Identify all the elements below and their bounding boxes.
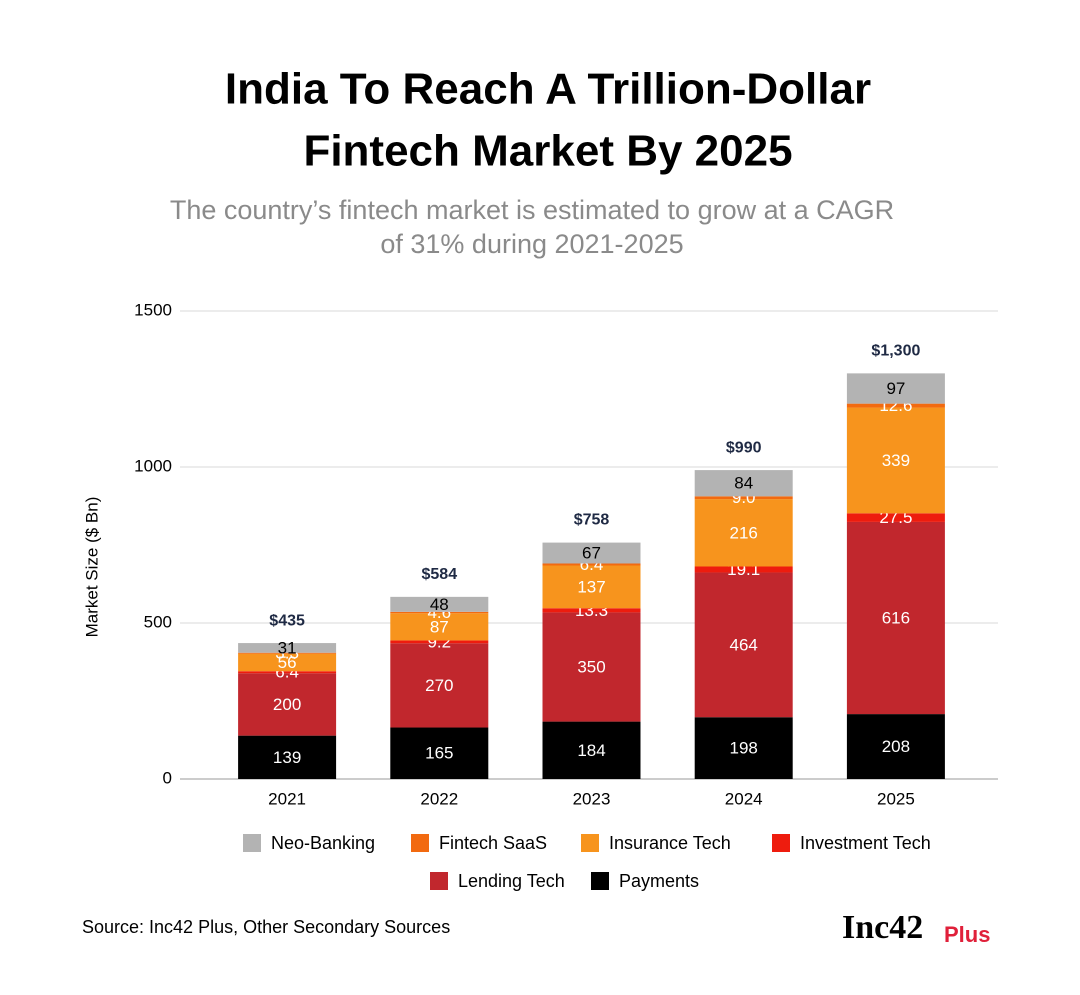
total-label: $758 — [574, 512, 610, 529]
bar-segment — [390, 596, 489, 612]
legend-swatch — [772, 834, 790, 852]
total-label: $435 — [269, 612, 305, 629]
bar-segment — [238, 673, 337, 736]
bar-segment — [238, 652, 337, 654]
data-label: 97 — [886, 379, 905, 398]
bar-segment — [390, 727, 489, 779]
bar-segment — [542, 563, 641, 566]
data-label: 137 — [577, 577, 605, 596]
bar-segment — [846, 521, 945, 715]
legend-swatch — [411, 834, 429, 852]
bar-segment — [390, 613, 489, 641]
total-label: $990 — [726, 439, 762, 456]
total-label: $1,300 — [871, 343, 920, 360]
chart-subtitle: of 31% during 2021-2025 — [380, 229, 683, 259]
brand-suffix: Plus — [944, 922, 990, 947]
legend-swatch — [243, 834, 261, 852]
data-label: 339 — [882, 451, 910, 470]
data-label: 216 — [730, 523, 758, 542]
bar-segment — [542, 721, 641, 779]
x-tick-label: 2021 — [268, 789, 306, 808]
bar-segment — [846, 373, 945, 404]
bar-segment — [846, 513, 945, 522]
data-label: 31 — [278, 638, 297, 657]
bar-segment — [846, 407, 945, 514]
data-label: 350 — [577, 657, 605, 676]
data-label: 208 — [882, 737, 910, 756]
data-label: 87 — [430, 617, 449, 636]
bar-segment — [542, 608, 641, 613]
data-label: 200 — [273, 695, 301, 714]
bar-segment — [694, 496, 793, 500]
y-tick-label: 1500 — [134, 300, 172, 319]
bar-segment — [542, 565, 641, 609]
data-label: 184 — [577, 741, 605, 760]
y-tick-label: 500 — [144, 612, 172, 631]
data-label: 84 — [734, 474, 753, 493]
data-label: 56 — [278, 653, 297, 672]
bar-segment — [238, 735, 337, 779]
data-label: 67 — [582, 544, 601, 563]
data-label: 464 — [730, 635, 758, 654]
legend-swatch — [581, 834, 599, 852]
data-label: 198 — [730, 739, 758, 758]
legend-label: Insurance Tech — [609, 833, 731, 853]
total-label: $584 — [422, 566, 458, 583]
bar-segment — [390, 640, 489, 644]
data-label: 165 — [425, 744, 453, 763]
legend-label: Lending Tech — [458, 871, 565, 891]
x-tick-label: 2022 — [420, 789, 458, 808]
bar-segment — [542, 542, 641, 564]
data-label: 270 — [425, 676, 453, 695]
chart-title: India To Reach A Trillion-Dollar — [225, 65, 871, 114]
chart-title: Fintech Market By 2025 — [303, 127, 792, 176]
chart-subtitle: The country’s fintech market is estimate… — [170, 195, 894, 225]
bar-segment — [846, 403, 945, 408]
source: Source: Inc42 Plus, Other Secondary Sour… — [82, 917, 450, 937]
legend-label: Investment Tech — [800, 833, 931, 853]
legend-swatch — [430, 872, 448, 890]
data-label: 616 — [882, 608, 910, 627]
legend-swatch — [591, 872, 609, 890]
bar-segment — [542, 612, 641, 722]
y-tick-label: 1000 — [134, 456, 172, 475]
data-label: 48 — [430, 595, 449, 614]
x-tick-label: 2023 — [573, 789, 611, 808]
bar-segment — [390, 611, 489, 614]
bar-segment — [694, 566, 793, 573]
x-tick-label: 2024 — [725, 789, 763, 808]
bar-segment — [238, 643, 337, 653]
bar-segment — [238, 653, 337, 672]
bar-segment — [694, 470, 793, 497]
legend-label: Fintech SaaS — [439, 833, 547, 853]
bar-segment — [694, 572, 793, 718]
legend-label: Payments — [619, 871, 699, 891]
brand: Inc42 — [842, 909, 923, 946]
bar-segment — [846, 714, 945, 779]
bar-segment — [390, 643, 489, 728]
data-label: 139 — [273, 748, 301, 767]
bar-segment — [238, 671, 337, 674]
y-tick-label: 0 — [163, 768, 172, 787]
y-axis-label: Market Size ($ Bn) — [82, 497, 101, 638]
bar-segment — [694, 499, 793, 567]
legend-label: Neo-Banking — [271, 833, 375, 853]
bar-segment — [694, 717, 793, 779]
x-tick-label: 2025 — [877, 789, 915, 808]
